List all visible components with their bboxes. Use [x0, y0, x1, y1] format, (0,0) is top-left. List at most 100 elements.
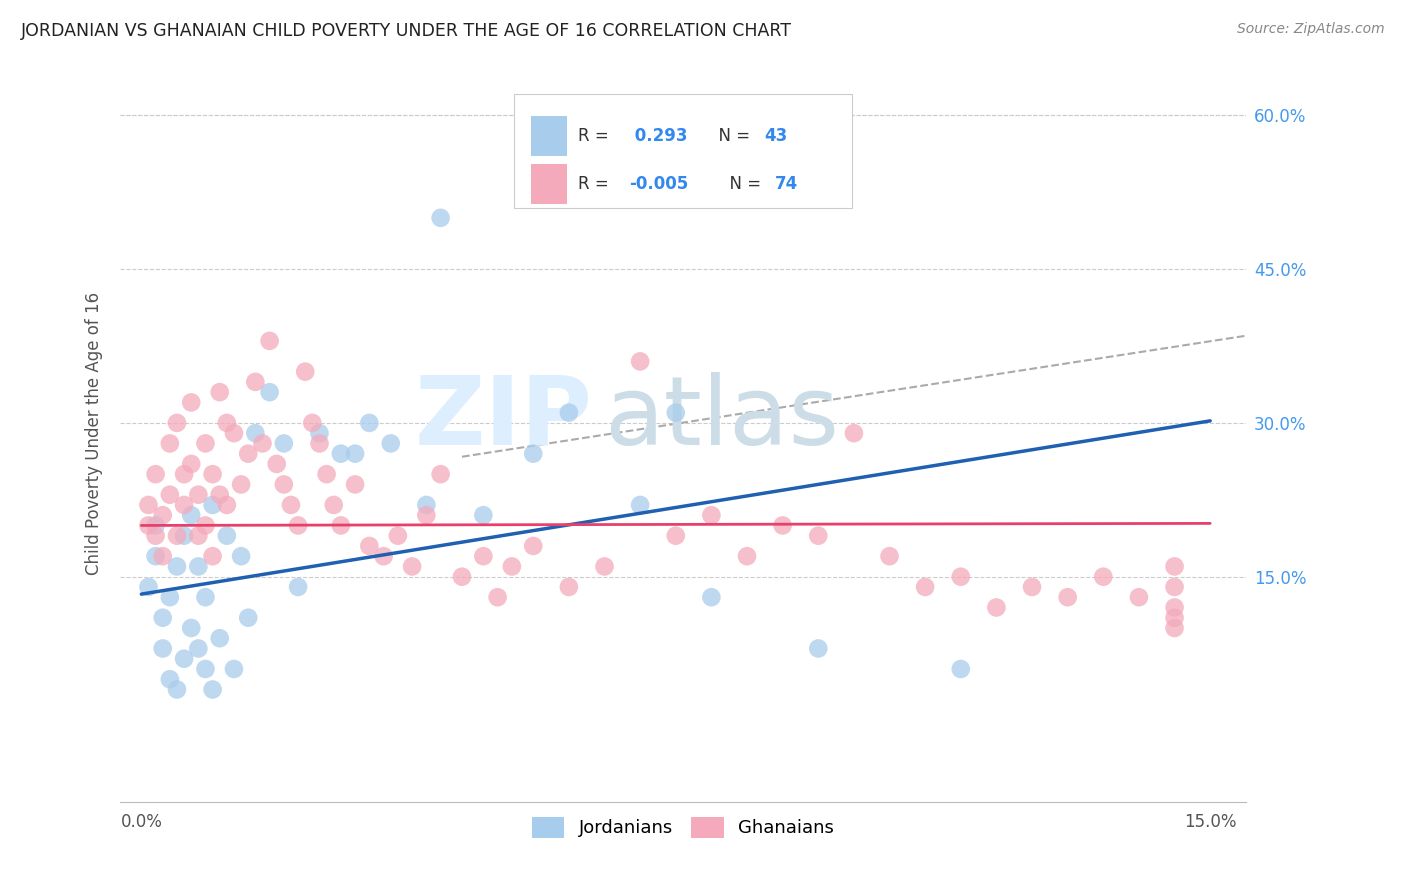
Point: [229, 549, 252, 564]
Point: [159, 672, 181, 686]
Point: [245, 426, 267, 441]
Point: [329, 447, 352, 461]
Point: [1056, 591, 1078, 605]
Text: 0.293: 0.293: [628, 127, 688, 145]
Point: [166, 416, 188, 430]
Point: [1163, 611, 1185, 625]
Point: [201, 682, 224, 697]
Point: [166, 529, 188, 543]
FancyBboxPatch shape: [515, 94, 852, 208]
Point: [294, 365, 316, 379]
Point: [415, 508, 437, 523]
Point: [522, 447, 544, 461]
Point: [138, 580, 160, 594]
Point: [1163, 559, 1185, 574]
Point: [152, 611, 174, 625]
Point: [180, 621, 202, 635]
Point: [273, 436, 295, 450]
Point: [238, 447, 260, 461]
Point: [187, 488, 209, 502]
Point: [252, 436, 274, 450]
Point: [266, 457, 288, 471]
Point: [194, 591, 217, 605]
Point: [287, 518, 309, 533]
Point: [1163, 621, 1185, 635]
Text: 43: 43: [763, 127, 787, 145]
Point: [1163, 600, 1185, 615]
Text: R =: R =: [578, 127, 614, 145]
Point: [222, 426, 245, 441]
Point: [194, 436, 217, 450]
Point: [187, 641, 209, 656]
Point: [194, 662, 217, 676]
Text: ZIP: ZIP: [415, 372, 593, 465]
Point: [628, 498, 651, 512]
Point: [522, 539, 544, 553]
Point: [472, 549, 495, 564]
Point: [735, 549, 758, 564]
Point: [138, 518, 160, 533]
Point: [201, 549, 224, 564]
Point: [194, 518, 217, 533]
Point: [280, 498, 302, 512]
Point: [180, 508, 202, 523]
Point: [842, 426, 865, 441]
Point: [628, 354, 651, 368]
Point: [145, 518, 167, 533]
Point: [173, 651, 195, 665]
Point: [665, 529, 688, 543]
Point: [301, 416, 323, 430]
Point: [145, 529, 167, 543]
Point: [344, 477, 367, 491]
Point: [187, 559, 209, 574]
Point: [322, 498, 344, 512]
Point: [208, 631, 231, 645]
Point: [772, 518, 794, 533]
Point: [879, 549, 901, 564]
Point: [180, 457, 202, 471]
Point: [415, 498, 437, 512]
Point: [501, 559, 523, 574]
Point: [166, 682, 188, 697]
Point: [201, 498, 224, 512]
Bar: [531, 164, 567, 204]
Point: [173, 529, 195, 543]
Point: [287, 580, 309, 594]
Point: [159, 591, 181, 605]
Text: Source: ZipAtlas.com: Source: ZipAtlas.com: [1237, 22, 1385, 37]
Point: [180, 395, 202, 409]
Point: [359, 539, 381, 553]
Point: [145, 549, 167, 564]
Point: [138, 498, 160, 512]
Point: [387, 529, 409, 543]
Point: [359, 416, 381, 430]
Point: [208, 488, 231, 502]
Point: [166, 559, 188, 574]
Point: [949, 662, 972, 676]
Point: [308, 436, 330, 450]
Point: [700, 591, 723, 605]
Point: [152, 641, 174, 656]
Point: [329, 518, 352, 533]
Point: [344, 447, 367, 461]
Point: [1092, 570, 1115, 584]
Point: [558, 406, 581, 420]
Point: [558, 580, 581, 594]
Point: [152, 549, 174, 564]
Y-axis label: Child Poverty Under the Age of 16: Child Poverty Under the Age of 16: [86, 292, 103, 574]
Point: [222, 662, 245, 676]
Point: [429, 467, 451, 482]
Point: [593, 559, 616, 574]
Point: [1021, 580, 1043, 594]
Text: -0.005: -0.005: [628, 175, 688, 193]
Point: [807, 641, 830, 656]
Point: [1128, 591, 1150, 605]
Point: [215, 498, 238, 512]
Point: [208, 385, 231, 400]
Point: [949, 570, 972, 584]
Text: atlas: atlas: [605, 372, 839, 465]
Text: 74: 74: [775, 175, 799, 193]
Point: [152, 508, 174, 523]
Point: [700, 508, 723, 523]
Point: [315, 467, 337, 482]
